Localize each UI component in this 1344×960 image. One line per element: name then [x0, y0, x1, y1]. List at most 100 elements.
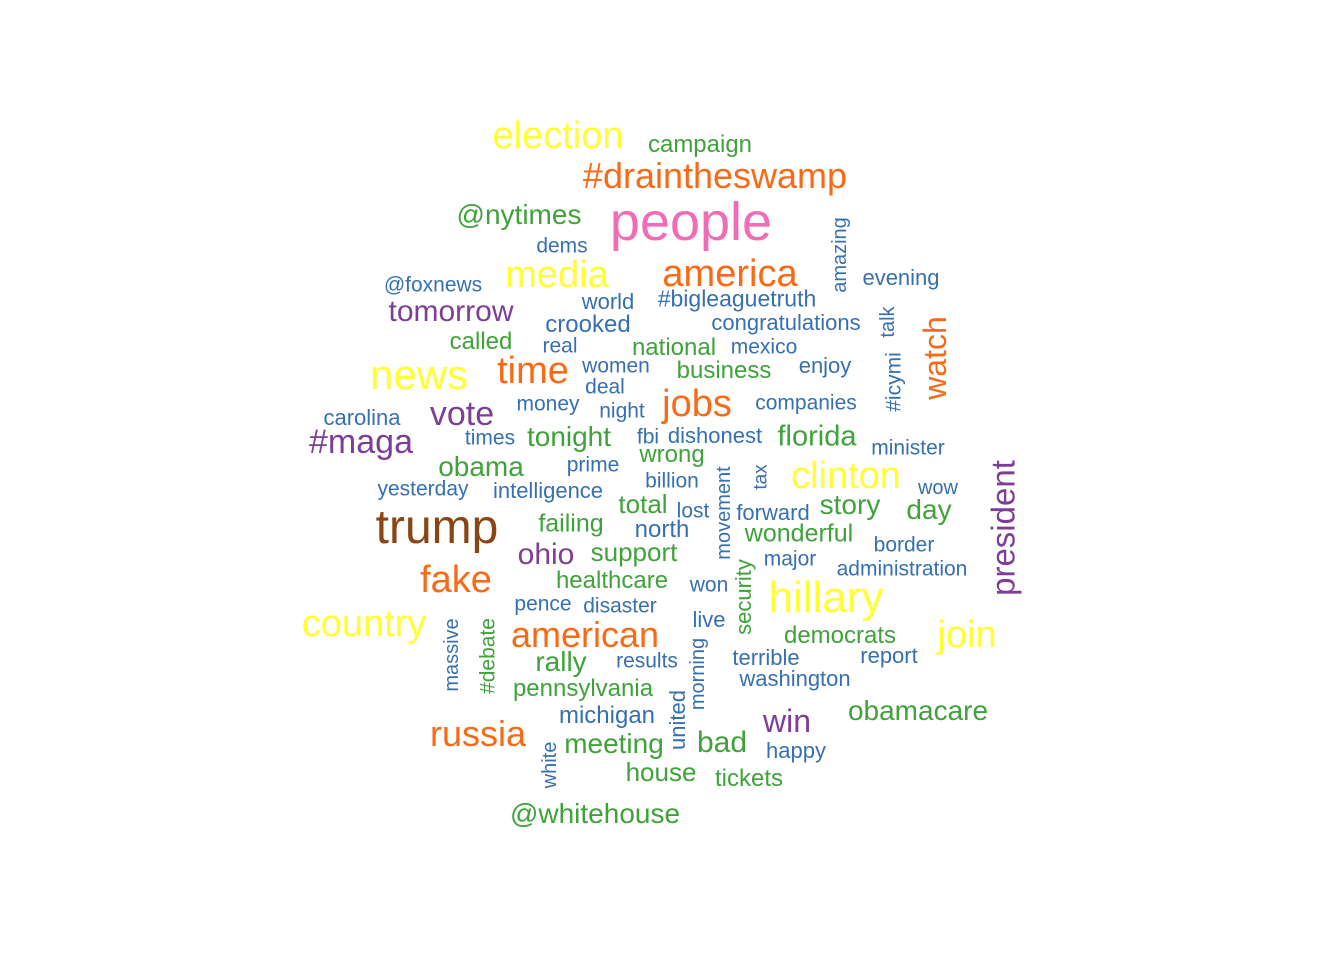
cloud-word: yesterday: [377, 477, 469, 501]
cloud-word: evening: [862, 265, 940, 290]
cloud-word: wrong: [639, 441, 705, 468]
cloud-word: dems: [536, 234, 588, 258]
cloud-word: united: [665, 690, 690, 750]
cloud-word: live: [692, 607, 726, 632]
cloud-word: tonight: [526, 421, 612, 452]
cloud-word: fbi: [636, 425, 660, 449]
cloud-word: won: [689, 573, 729, 597]
cloud-word: intelligence: [492, 478, 604, 503]
cloud-word: washington: [739, 666, 851, 691]
cloud-word: pence: [514, 592, 572, 616]
cloud-word: morning: [687, 637, 709, 711]
cloud-word: story: [819, 489, 881, 520]
cloud-word: security: [731, 559, 756, 635]
cloud-word: called: [449, 328, 513, 355]
cloud-word: tomorrow: [388, 295, 514, 328]
cloud-word: clinton: [791, 455, 901, 497]
cloud-word: failing: [538, 509, 604, 538]
cloud-word: support: [590, 537, 678, 567]
cloud-word: president: [984, 460, 1022, 596]
cloud-word: congratulations: [711, 310, 861, 335]
cloud-word: florida: [777, 420, 857, 453]
cloud-word: day: [906, 494, 952, 525]
cloud-word: real: [542, 334, 578, 358]
cloud-word: prime: [566, 453, 620, 477]
cloud-word: #bigleaguetruth: [657, 285, 817, 312]
cloud-word: major: [763, 547, 817, 571]
cloud-word: house: [625, 757, 697, 787]
cloud-word: disaster: [583, 594, 657, 618]
cloud-word: #icymi: [882, 352, 906, 412]
cloud-word: night: [599, 399, 645, 423]
cloud-word: @foxnews: [383, 273, 483, 297]
cloud-word: world: [581, 289, 635, 314]
cloud-word: #maga: [309, 423, 413, 461]
cloud-word: amazing: [829, 217, 851, 293]
cloud-word: wow: [917, 477, 959, 499]
cloud-word: #draintheswamp: [582, 155, 848, 196]
cloud-word: watch: [917, 316, 953, 400]
cloud-word: people: [609, 192, 773, 252]
cloud-word: country: [301, 603, 427, 645]
cloud-word: deal: [585, 375, 625, 399]
cloud-word: ohio: [517, 538, 575, 571]
cloud-word: russia: [429, 713, 527, 754]
cloud-word: tax: [750, 464, 772, 490]
cloud-word: meeting: [564, 728, 664, 759]
cloud-word: michigan: [558, 702, 656, 729]
cloud-word: @nytimes: [456, 199, 582, 230]
cloud-word: wonderful: [744, 519, 854, 548]
cloud-word: obamacare: [847, 695, 989, 726]
cloud-word: dishonest: [667, 423, 763, 448]
cloud-word: bad: [696, 726, 748, 759]
cloud-word: win: [762, 703, 812, 739]
cloud-word: happy: [766, 738, 826, 763]
cloud-word: healthcare: [555, 567, 669, 594]
cloud-word: report: [860, 643, 918, 668]
cloud-word: tickets: [714, 765, 784, 792]
cloud-word: white: [539, 741, 561, 789]
cloud-word: hillary: [768, 573, 884, 622]
cloud-word: business: [676, 357, 772, 384]
cloud-word: time: [497, 350, 569, 392]
cloud-word: news: [369, 351, 469, 398]
cloud-word: vote: [429, 395, 495, 433]
cloud-word: obama: [438, 451, 524, 482]
cloud-word: administration: [836, 557, 968, 581]
cloud-word: forward: [736, 500, 810, 525]
cloud-word: #debate: [476, 618, 500, 694]
cloud-word: @whitehouse: [509, 798, 681, 829]
cloud-word: election: [492, 115, 624, 157]
cloud-word: companies: [755, 391, 857, 415]
cloud-word: campaign: [647, 131, 753, 158]
cloud-word: results: [616, 649, 678, 673]
cloud-word: movement: [713, 466, 735, 560]
cloud-word: pennsylvania: [512, 675, 654, 702]
cloud-word: border: [873, 533, 935, 557]
cloud-word: jobs: [662, 383, 732, 425]
cloud-word: minister: [871, 436, 945, 460]
cloud-word: times: [464, 426, 516, 450]
cloud-word: massive: [441, 618, 463, 692]
cloud-word: carolina: [323, 405, 401, 430]
cloud-word: media: [505, 254, 609, 296]
cloud-word: terrible: [732, 645, 800, 670]
cloud-word: democrats: [783, 622, 897, 649]
cloud-word: crooked: [545, 311, 631, 338]
cloud-word: talk: [877, 306, 899, 338]
cloud-word: join: [937, 614, 997, 656]
cloud-word: women: [582, 354, 650, 378]
cloud-word: trump: [375, 501, 499, 554]
cloud-word: lost: [676, 499, 710, 523]
cloud-word: money: [516, 392, 580, 416]
cloud-word: rally: [535, 646, 587, 677]
cloud-word: national: [631, 334, 717, 361]
cloud-word: enjoy: [798, 353, 852, 378]
cloud-word: american: [510, 614, 660, 655]
cloud-word: billion: [645, 469, 699, 493]
cloud-word: mexico: [730, 335, 798, 359]
cloud-word: america: [662, 253, 798, 295]
cloud-word: north: [634, 516, 690, 543]
cloud-word: total: [618, 489, 668, 519]
